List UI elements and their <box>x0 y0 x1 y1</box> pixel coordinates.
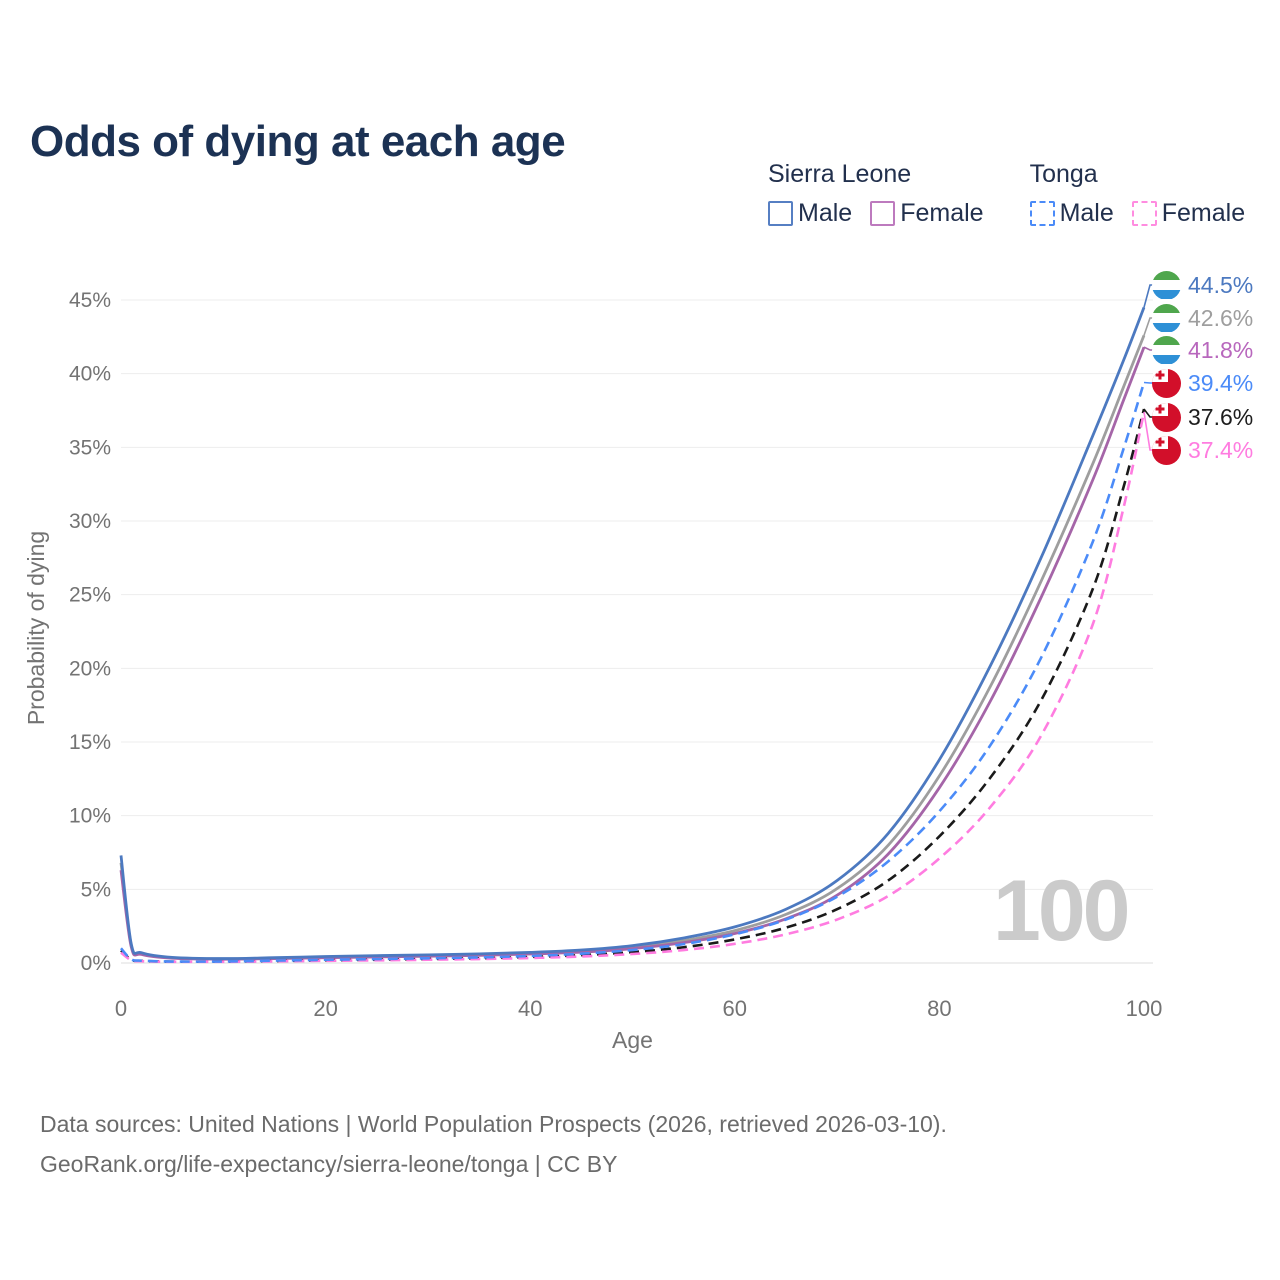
sierra-leone-flag-icon <box>1152 270 1181 300</box>
legend-group-title-wrap: Tonga <box>1030 160 1098 189</box>
end-label-row: 44.5% <box>1152 270 1253 300</box>
x-tick-label: 40 <box>518 996 542 1021</box>
legend-group-sierra-leone: Sierra Leone Male Female <box>768 160 984 228</box>
series-line-tonga-female <box>120 411 1146 964</box>
checkbox-sierra-leone-male-icon[interactable] <box>768 201 793 226</box>
series-line-sierra-leone-female <box>119 346 1146 961</box>
series-line-tonga-male <box>120 382 1146 963</box>
y-tick-label: 35% <box>69 436 111 459</box>
end-value-tonga-female: 37.4% <box>1188 436 1254 463</box>
end-value-sierra-leone-female: 41.8% <box>1188 336 1254 363</box>
legend-item-tonga-male[interactable]: Male <box>1029 199 1114 228</box>
legend-item-label: Female <box>900 199 984 227</box>
end-label-row: 42.6% <box>1152 303 1253 333</box>
y-tick-label: 20% <box>69 657 111 680</box>
tonga-flag-icon <box>1152 402 1181 432</box>
sierra-leone-flag-icon <box>1152 303 1181 333</box>
y-tick-label: 25% <box>69 584 111 607</box>
x-tick-label: 60 <box>723 996 747 1021</box>
chart-title: Odds of dying at each age <box>30 117 566 167</box>
chart-canvas: 0% 5% 10% 15% 20% 25% 30% 35% 40% 45% 0 20 40 60 80 100… <box>23 284 1163 1053</box>
x-axis-title: Age <box>612 1027 653 1053</box>
watermark-age-100: 100 <box>993 863 1130 959</box>
footer-url-line: GeoRank.org/life-expectancy/sierra-leone… <box>40 1151 618 1178</box>
legend-items: Male Female <box>1029 199 1246 228</box>
end-value-tonga-both: 37.6% <box>1188 403 1254 430</box>
x-tick-label: 20 <box>313 996 337 1021</box>
y-tick-label: 15% <box>69 731 111 754</box>
end-label-row: 37.6% <box>1152 402 1253 432</box>
x-tick-label: 80 <box>927 996 951 1021</box>
legend-group-title-wrap: Sierra Leone <box>768 160 911 189</box>
y-tick-label: 5% <box>81 878 111 901</box>
y-tick-label: 40% <box>69 363 111 386</box>
end-value-sierra-leone-both: 42.6% <box>1188 304 1254 331</box>
checkbox-tonga-male-icon[interactable] <box>1029 201 1055 226</box>
end-value-tonga-male: 39.4% <box>1188 369 1254 396</box>
footer-source-line: Data sources: United Nations | World Pop… <box>40 1111 947 1137</box>
y-tick-label: 10% <box>69 805 111 828</box>
legend-group-title: Tonga <box>1029 160 1098 188</box>
legend-item-sierra-leone-male[interactable]: Male <box>768 199 852 228</box>
legend-item-label: Male <box>1059 199 1114 227</box>
y-tick-label: 30% <box>69 510 111 533</box>
x-tick-label: 100 <box>1126 996 1163 1021</box>
legend: Sierra Leone Male Female Tonga <box>768 160 1245 228</box>
end-label-row: 39.4% <box>1152 368 1253 398</box>
x-tick-label: 0 <box>115 996 127 1021</box>
checkbox-tonga-female-icon[interactable] <box>1131 201 1157 226</box>
legend-group-tonga: Tonga Male Female <box>1029 160 1246 228</box>
end-label-row: 37.4% <box>1152 435 1253 465</box>
legend-item-label: Female <box>1161 199 1246 227</box>
sierra-leone-flag-icon <box>1152 335 1181 365</box>
end-value-sierra-leone-male: 44.5% <box>1188 271 1254 298</box>
footer: Data sources: United Nations | World Pop… <box>40 1104 947 1185</box>
y-tick-label: 0% <box>81 952 111 975</box>
tonga-flag-icon <box>1152 368 1181 398</box>
series-line-tonga-both-sexes <box>120 408 1146 964</box>
series-line-sierra-leone-male <box>119 306 1146 960</box>
y-tick-label: 45% <box>69 289 111 312</box>
tonga-flag-icon <box>1152 435 1181 465</box>
y-axis-title: Probability of dying <box>23 531 49 725</box>
legend-group-title: Sierra Leone <box>768 160 912 188</box>
legend-items: Male Female <box>768 199 984 228</box>
legend-item-tonga-female[interactable]: Female <box>1131 199 1246 228</box>
legend-item-sierra-leone-female[interactable]: Female <box>870 199 984 228</box>
legend-item-label: Male <box>798 199 853 227</box>
series-line-sierra-leone-both-sexes <box>119 334 1146 961</box>
checkbox-sierra-leone-female-icon[interactable] <box>870 201 896 226</box>
end-label-row: 41.8% <box>1152 335 1253 365</box>
